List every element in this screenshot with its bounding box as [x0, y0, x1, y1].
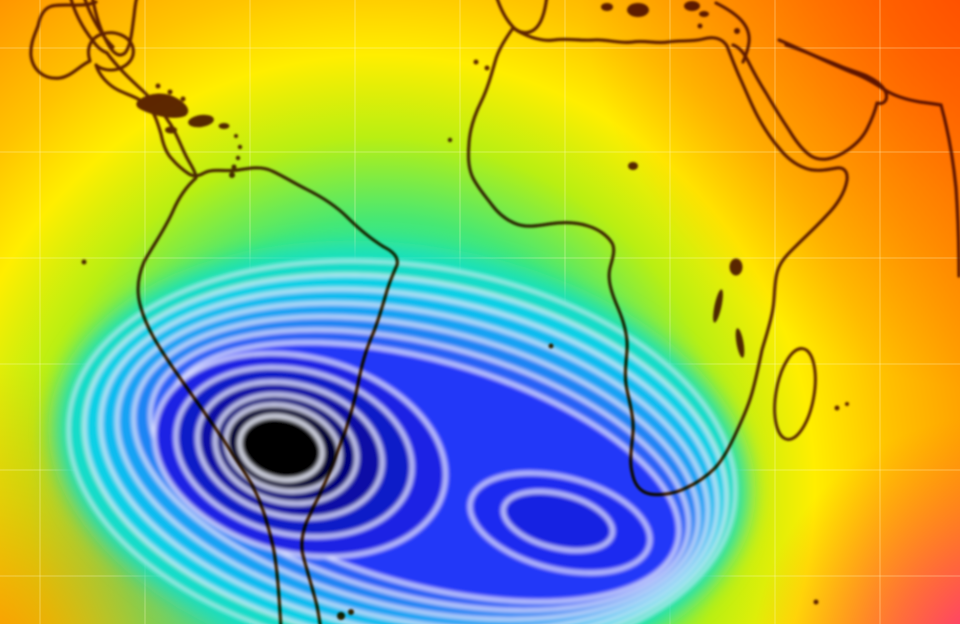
- island-bahamas-3: [180, 96, 186, 102]
- island-prince-edward: [813, 599, 819, 605]
- island-mauritius: [834, 405, 840, 411]
- coast-iran-pakistan: [777, 38, 943, 107]
- island-crete: [697, 23, 703, 29]
- island-bahamas-2: [167, 89, 173, 95]
- anomaly-contour-rings: [66, 259, 738, 624]
- island-antilles-2: [237, 144, 243, 150]
- island-canary-2: [484, 65, 490, 71]
- coast-africa: [466, 26, 849, 497]
- lake-victoria: [729, 258, 743, 276]
- island-galapagos: [81, 259, 87, 265]
- island-jamaica: [165, 126, 177, 134]
- coast-india-west: [939, 103, 960, 278]
- anomaly-core-black: [237, 414, 325, 482]
- land-greece-1: [684, 1, 700, 11]
- land-greece-2: [699, 11, 709, 17]
- coast-baja-california: [69, 0, 109, 55]
- lake-chad: [628, 162, 638, 170]
- lake-tanganyika: [713, 289, 723, 323]
- island-cuba: [136, 93, 189, 118]
- island-madagascar: [773, 347, 817, 441]
- island-bahamas-1: [155, 83, 161, 89]
- coast-north-america-gulf-caribbean-south-america-east: [29, 0, 399, 624]
- island-cyprus: [734, 28, 740, 34]
- island-antilles-4: [231, 164, 237, 170]
- island-falkland-2: [348, 609, 354, 615]
- island-sicily: [627, 3, 649, 17]
- island-reunion: [845, 402, 849, 406]
- coast-turkey-levant: [714, 1, 751, 64]
- island-antilles-1: [234, 134, 238, 138]
- island-sardinia: [601, 3, 613, 11]
- island-st-helena: [548, 343, 554, 349]
- island-cape-verde: [447, 137, 453, 143]
- island-puerto-rico: [218, 123, 230, 129]
- coast-iberia: [495, 0, 548, 35]
- coast-south-america-pacific: [105, 51, 283, 624]
- contour-secondary-inner: [501, 489, 615, 553]
- coast-gulf-of-california: [83, 0, 115, 49]
- island-canary-1: [473, 59, 479, 65]
- island-hispaniola: [188, 114, 214, 128]
- island-trinidad: [229, 172, 235, 178]
- coastlines-layer: [29, 0, 960, 624]
- island-antilles-3: [235, 155, 241, 161]
- lake-malawi: [735, 328, 745, 358]
- island-falkland-1: [337, 612, 345, 620]
